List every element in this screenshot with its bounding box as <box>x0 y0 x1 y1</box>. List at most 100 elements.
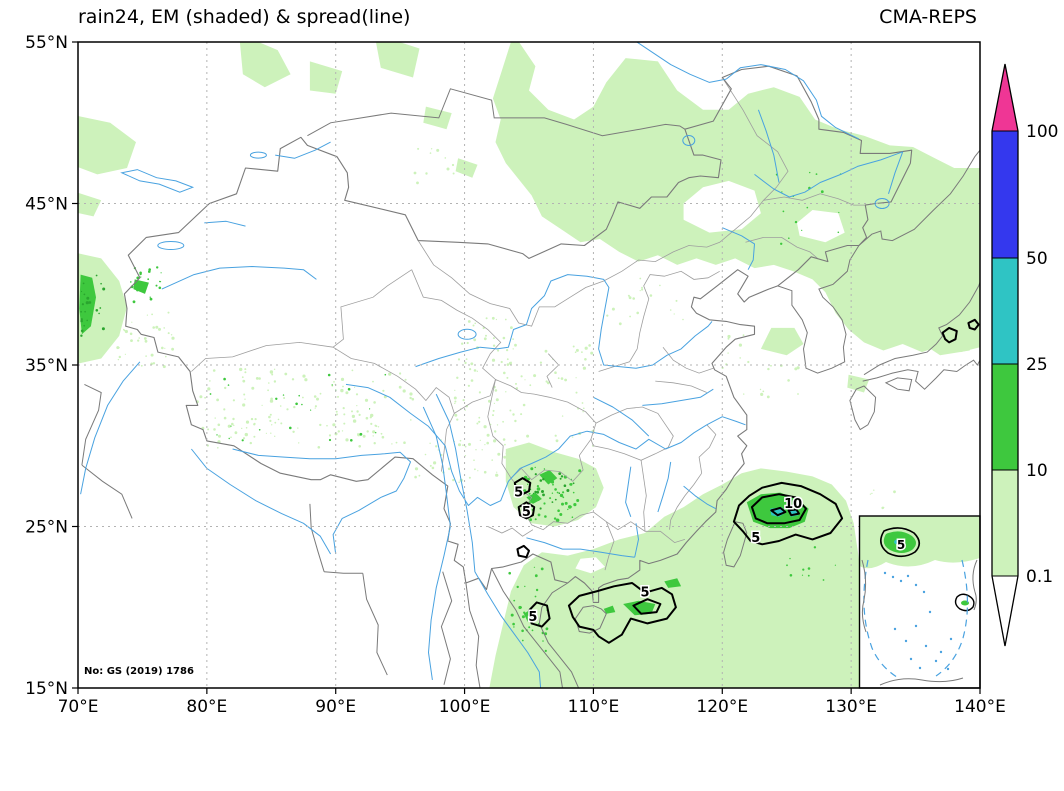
inset-coastline <box>972 559 978 611</box>
south-china-sea-inset: 5 <box>858 515 981 689</box>
colorbar-tick-label: 100 <box>1026 122 1058 142</box>
inset-island-dot <box>914 583 918 587</box>
inset-island-dot <box>928 610 932 614</box>
river <box>191 448 332 555</box>
x-tick-label: 90°E <box>315 697 356 717</box>
precip-area-medium <box>603 605 616 614</box>
x-tick-label: 130°E <box>825 697 877 717</box>
province-border-line <box>411 269 502 414</box>
country-border-line <box>324 571 363 574</box>
spread-contour <box>967 318 980 331</box>
colorbar-band <box>992 131 1018 258</box>
contour-label: 5 <box>528 610 537 625</box>
river <box>435 393 542 688</box>
river <box>526 537 635 558</box>
precip-speckles <box>80 147 896 653</box>
colorbar-tick-label: 0.1 <box>1026 567 1053 587</box>
country-coast-borders <box>81 65 980 688</box>
precip-area-light <box>78 192 102 217</box>
map-approval-note: No: GS (2019) 1786 <box>84 666 194 677</box>
colorbar-outline <box>991 63 1019 647</box>
x-tick-label: 100°E <box>439 697 491 717</box>
inset-island-dot <box>893 627 897 631</box>
lake <box>120 169 195 193</box>
country-border-line <box>538 582 580 688</box>
river <box>422 406 451 680</box>
province-border-line <box>191 341 334 372</box>
inset-island-dot <box>922 590 926 594</box>
x-tick-label: 80°E <box>186 697 227 717</box>
country-border-line <box>863 280 980 376</box>
province-border-line <box>655 380 707 393</box>
inset-island-dot <box>899 579 903 583</box>
province-border-line <box>604 521 615 571</box>
country-border-line <box>307 88 686 137</box>
inset-island-dot <box>909 657 913 661</box>
country-border-line <box>362 573 388 676</box>
river <box>725 64 860 140</box>
inset-island-dot <box>904 639 908 643</box>
inset-spread-contour <box>880 527 921 558</box>
colorbar-band <box>992 364 1018 470</box>
river <box>415 274 713 369</box>
y-tick-label: 45°N <box>25 195 68 215</box>
y-tick-label: 55°N <box>25 33 68 53</box>
province-border-line <box>546 353 560 388</box>
river <box>722 227 755 270</box>
lake <box>457 328 477 340</box>
colorbar-under-arrow <box>992 576 1018 646</box>
lake <box>157 241 185 250</box>
spread-contour <box>770 506 787 517</box>
country-border-line <box>858 149 980 246</box>
province-border-line <box>763 193 866 206</box>
graticule <box>78 42 980 688</box>
country-border-line <box>465 582 481 688</box>
footer-valid-times: 2026013114(UTC) 2026013122(CST) <box>795 724 978 791</box>
river <box>683 485 717 510</box>
map-content: 5 5 5 5 5 10 <box>78 42 980 688</box>
init-time-line-1: 2026012918 + 044h <box>84 786 304 791</box>
x-tick-label: 70°E <box>58 697 99 717</box>
inset-island-dot <box>906 574 910 578</box>
precip-area-light <box>847 374 870 393</box>
inset-island-dot <box>949 637 953 641</box>
lake <box>682 135 696 146</box>
river <box>80 361 141 495</box>
rivers <box>80 42 904 688</box>
spread-contour <box>732 481 844 546</box>
inset-island-dot <box>918 666 922 670</box>
river <box>593 396 650 437</box>
spread-contour <box>787 508 800 517</box>
precip-area-light <box>375 42 420 78</box>
spread-contours <box>513 318 980 644</box>
spread-contour <box>517 501 536 520</box>
province-border-line <box>698 424 717 474</box>
inset-island-dot <box>914 624 918 628</box>
island-coastline <box>849 385 877 431</box>
river <box>754 151 903 198</box>
precip-area-medium <box>664 578 682 588</box>
inset-coastline <box>879 677 964 686</box>
province-border-line <box>598 270 720 372</box>
river <box>888 151 904 194</box>
inset-island-dot <box>946 667 950 671</box>
province-border-line <box>662 346 714 374</box>
province-border-line <box>510 477 686 544</box>
country-border-line <box>81 464 133 519</box>
colorbar-band <box>992 470 1018 576</box>
precip-area-light <box>239 42 291 88</box>
river <box>634 523 639 558</box>
province-border-line <box>721 77 789 201</box>
province-border-line <box>487 379 597 482</box>
precip-area-medium <box>526 492 542 504</box>
province-border-line <box>332 269 412 348</box>
colorbar-band <box>992 258 1018 364</box>
inset-spread-contour <box>954 593 975 612</box>
y-tick-label: 15°N <box>25 679 68 699</box>
river <box>204 220 246 227</box>
inset-island-dot <box>883 571 887 575</box>
china-border <box>123 65 913 603</box>
province-border-line <box>417 200 764 327</box>
